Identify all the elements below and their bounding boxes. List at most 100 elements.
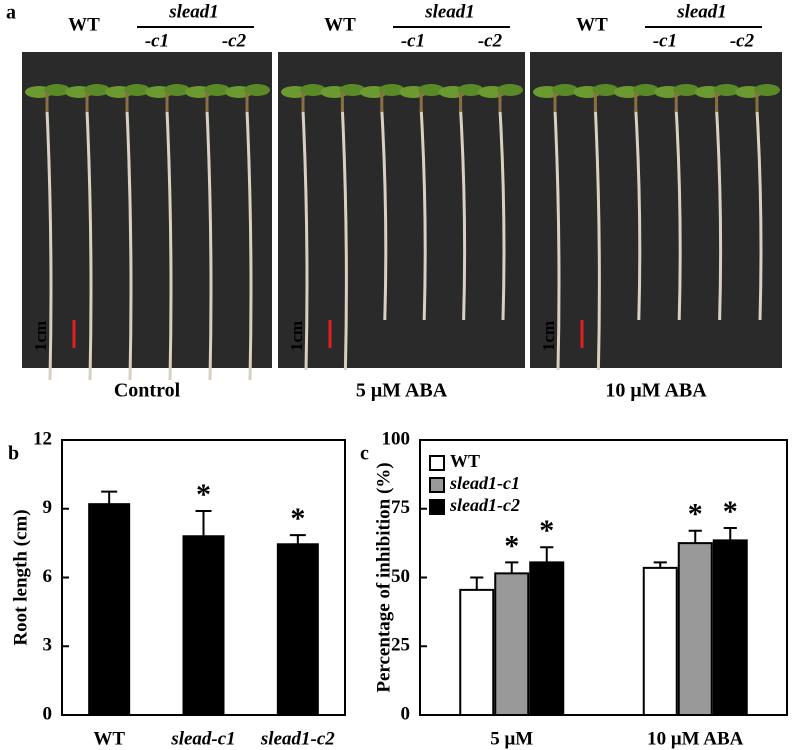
bar [494, 572, 530, 716]
y-tick-label: 50 [391, 566, 410, 587]
y-tick-label: 9 [43, 497, 53, 518]
line-label: -c2 [730, 30, 755, 51]
bar [182, 535, 225, 716]
condition-label: Control [114, 380, 181, 402]
line-label: -c1 [653, 30, 677, 51]
y-tick-label: 12 [33, 428, 52, 449]
seedling-leaf [592, 84, 619, 96]
y-axis-label: Percentage of inhibition (%) [373, 462, 394, 692]
y-tick-label: 0 [401, 703, 411, 724]
seedling-leaf [84, 84, 110, 96]
error-bar [289, 534, 306, 545]
seedling-leaf [754, 84, 780, 96]
seedling-root [85, 109, 93, 381]
mutant-label: slead1 [676, 1, 727, 22]
significance: * [290, 502, 305, 535]
legend-label: slead1-c2 [449, 495, 520, 515]
seedling-root [205, 109, 213, 381]
bar [459, 588, 495, 716]
error-bar [195, 510, 212, 537]
seedling-root [301, 109, 309, 371]
seedling-leaf [713, 84, 740, 96]
significance: * [504, 529, 519, 562]
x-tick-label: slead-c1 [170, 728, 235, 749]
error-bar [470, 576, 484, 590]
bar [529, 561, 565, 716]
bar [712, 539, 748, 716]
x-tick-label: slead1-c2 [260, 728, 335, 749]
condition-label: 5 μM ABA [356, 380, 448, 402]
error-bar [723, 527, 737, 541]
seedling-root [340, 109, 348, 371]
photo [530, 52, 782, 368]
seedling-leaf [673, 84, 700, 96]
genotype-label: WT [68, 14, 100, 35]
line-label: -c2 [222, 30, 247, 51]
error-bar [540, 546, 554, 563]
seedling-root [498, 109, 506, 321]
bar [677, 542, 713, 716]
seedling-root [165, 109, 173, 381]
seedling-root [125, 109, 133, 381]
significance: * [723, 495, 738, 528]
legend-swatch [429, 455, 445, 471]
mutant-label: slead1 [168, 1, 219, 22]
photo [22, 52, 272, 368]
scale-label: 1cm [31, 321, 50, 351]
error-bar [688, 529, 702, 544]
seedling-leaf [632, 84, 659, 96]
line-label: -c2 [478, 30, 503, 51]
y-tick-label: 100 [382, 428, 411, 449]
panel-label: a [6, 2, 16, 24]
condition-label: 10 μM ABA [605, 380, 707, 402]
seedling-leaf [204, 84, 230, 96]
seedling-leaf [300, 84, 326, 96]
seedling-root [419, 109, 427, 321]
line-label: -c1 [401, 30, 425, 51]
bar [88, 503, 131, 716]
seedling-root [634, 109, 642, 321]
seedling-root [45, 109, 53, 381]
legend-label: WT [450, 451, 480, 471]
seedling-leaf [497, 84, 523, 96]
photo [278, 52, 525, 368]
seedling-leaf [164, 84, 190, 96]
mutant-label: slead1 [424, 1, 475, 22]
legend-swatch [429, 477, 445, 493]
seedling-root [715, 109, 723, 321]
seedling-leaf [378, 84, 405, 96]
scale-label: 1cm [287, 321, 306, 351]
seedling-root [593, 109, 601, 371]
y-axis-label: Root length (cm) [10, 509, 31, 645]
seedling-root [245, 109, 253, 381]
legend-swatch [429, 499, 445, 515]
significance: * [196, 478, 211, 511]
bar [642, 566, 678, 716]
seedling-leaf [124, 84, 150, 96]
y-tick-label: 3 [43, 635, 53, 656]
significance: * [539, 514, 554, 547]
x-tick-label: 5 μM [490, 728, 533, 749]
genotype-label: WT [576, 14, 608, 35]
seedling-leaf [339, 84, 366, 96]
seedling-root [674, 109, 682, 321]
genotype-label: WT [324, 14, 356, 35]
legend-label: slead1-c1 [449, 473, 520, 493]
y-tick-label: 75 [391, 497, 410, 518]
significance: * [688, 498, 703, 531]
panel-label: c [360, 443, 369, 465]
seedling-leaf [44, 84, 70, 96]
panel-label: b [8, 443, 19, 465]
bar [276, 543, 319, 716]
seedling-root [459, 109, 467, 321]
y-tick-label: 0 [43, 703, 53, 724]
seedling-leaf [457, 84, 484, 96]
scale-label: 1cm [539, 321, 558, 351]
y-tick-label: 25 [391, 635, 410, 656]
x-tick-label: 10 μM ABA [647, 728, 744, 749]
seedling-leaf [552, 84, 578, 96]
seedling-root [380, 109, 388, 321]
line-label: -c1 [145, 30, 169, 51]
seedling-root [553, 109, 561, 371]
